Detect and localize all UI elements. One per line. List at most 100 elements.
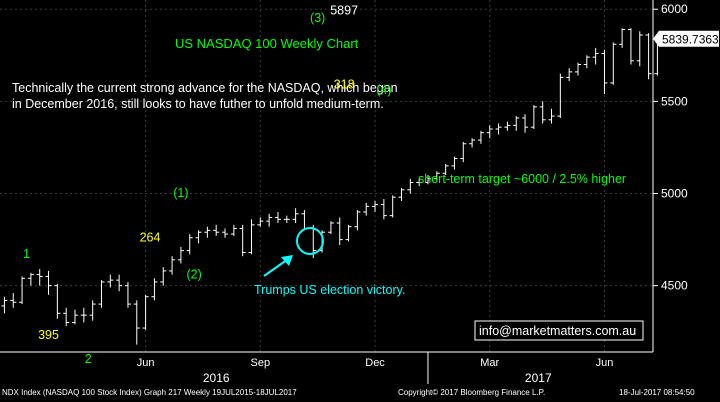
ohlc-bar xyxy=(54,283,61,319)
election-annotation: Trumps US election victory. xyxy=(254,283,405,297)
ohlc-bar xyxy=(124,281,131,308)
ohlc-bar xyxy=(72,309,79,325)
ohlc-bar xyxy=(222,228,229,238)
ohlc-bar xyxy=(142,294,149,330)
ohlc-bar xyxy=(98,280,105,308)
grid xyxy=(0,0,653,352)
ohlc-bar xyxy=(27,272,34,286)
x-year-label: 2017 xyxy=(525,371,552,385)
ohlc-bar xyxy=(566,68,573,82)
footer: NDX Index (NASDAQ 100 Stock Index) Graph… xyxy=(0,384,720,402)
ohlc-bar xyxy=(327,221,334,235)
last-price-tag: 5839.7363 xyxy=(653,30,719,47)
ohlc-bar xyxy=(133,300,140,345)
ohlc-bar xyxy=(389,195,396,218)
last-price-box xyxy=(653,30,719,47)
ohlc-bar xyxy=(380,199,387,220)
x-month-label: Dec xyxy=(365,357,385,369)
ohlc-bar xyxy=(522,114,529,133)
ohlc-bar xyxy=(610,42,617,85)
ohlc-bar xyxy=(80,307,87,323)
ohlc-bar xyxy=(619,28,626,48)
commentary-line-2: in December 2016, still looks to have fu… xyxy=(12,97,384,111)
ohlc-bar xyxy=(213,224,220,236)
ohlc-bar xyxy=(645,33,652,80)
ohlc-bar xyxy=(636,31,643,67)
wave-label: 318 xyxy=(334,77,355,91)
wave-label: (4) xyxy=(376,83,391,97)
plot-background xyxy=(0,0,653,352)
last-price-label: 5839.7363 xyxy=(662,32,719,46)
x-year-label: 2016 xyxy=(203,371,230,385)
wave-label: (3) xyxy=(310,11,325,25)
footer-left: NDX Index (NASDAQ 100 Stock Index) Graph… xyxy=(2,388,297,397)
ohlc-bar xyxy=(89,300,96,321)
ohlc-bar xyxy=(266,213,273,227)
y-tick-label: 5000 xyxy=(661,187,688,201)
ohlc-bar xyxy=(460,141,467,163)
ohlc-bar xyxy=(548,108,555,124)
ohlc-bar xyxy=(504,121,511,131)
ohlc-bar xyxy=(10,293,17,308)
ohlc-bar xyxy=(424,175,431,185)
footer-center: Copyright© 2017 Bloomberg Finance L.P. xyxy=(398,388,546,397)
ohlc-bar xyxy=(592,47,599,65)
ohlc-bar xyxy=(451,156,458,170)
ohlc-bar xyxy=(601,49,608,94)
ohlc-bar xyxy=(186,234,193,255)
email-box xyxy=(474,320,644,341)
ohlc-bar xyxy=(160,267,167,286)
ohlc-bar xyxy=(372,200,379,212)
x-month-label: Jun xyxy=(137,357,155,369)
wave-labels: 1 395 2 (1) 264 (2) (3) 5897 318 (4) xyxy=(23,4,392,366)
ohlc-bar xyxy=(169,256,176,275)
commentary-line-1: Technically the current strong advance f… xyxy=(12,81,398,95)
ohlc-bar xyxy=(513,116,520,131)
ohlc-bar xyxy=(433,171,440,181)
x-month-label: Mar xyxy=(480,357,499,369)
ohlc-bar xyxy=(407,178,414,194)
ohlc-bar xyxy=(283,215,290,223)
footer-right: 18-Jul-2017 08:54:50 xyxy=(619,388,695,397)
ohlc-bar xyxy=(495,123,502,135)
ohlc-bar xyxy=(19,276,26,305)
election-circle xyxy=(296,227,324,255)
ohlc-bar xyxy=(116,274,123,292)
ohlc-bar xyxy=(239,224,246,257)
ohlc-bar xyxy=(195,230,202,244)
wave-label: 1 xyxy=(23,247,30,261)
wave-label: (1) xyxy=(173,186,188,200)
ohlc-bar xyxy=(530,105,537,130)
target-annotation: short-term target ~6000 / 2.5% higher xyxy=(418,172,626,186)
wave-label: 5897 xyxy=(330,4,358,18)
ohlc-bar xyxy=(1,296,8,314)
election-arrow-head xyxy=(281,255,293,266)
y-tick-label: 5500 xyxy=(661,94,688,108)
ohlc-bar xyxy=(477,130,484,144)
ohlc-bar xyxy=(204,226,211,238)
y-tick-label: 6000 xyxy=(661,2,688,16)
ohlc-bar xyxy=(442,164,449,176)
ohlc-bar xyxy=(627,28,634,65)
ohlc-bar xyxy=(574,62,581,76)
y-tick-label: 4500 xyxy=(661,279,688,293)
ohlc-bars xyxy=(1,28,661,345)
chart-title: US NASDAQ 100 Weekly Chart xyxy=(175,36,359,51)
ohlc-bar xyxy=(274,211,281,223)
ohlc-bar xyxy=(292,208,299,223)
wave-label: 2 xyxy=(85,352,92,366)
chart-labels: US NASDAQ 100 Weekly Chart Technically t… xyxy=(12,36,644,341)
ohlc-bar xyxy=(345,224,352,242)
ohlc-bar xyxy=(107,274,114,288)
ohlc-bar xyxy=(363,202,370,216)
ohlc-bar xyxy=(36,269,43,286)
ohlc-bar xyxy=(416,178,423,187)
ohlc-bar xyxy=(63,307,70,327)
ohlc-bar xyxy=(230,224,237,236)
ohlc-bar xyxy=(469,138,476,148)
wave-label: 395 xyxy=(38,328,59,342)
ohlc-bar xyxy=(257,217,264,227)
axes: 4500 5000 5500 6000 Jun Sep Dec Mar Jun 2016 2017 xyxy=(0,0,688,385)
email-text: info@marketmatters.com.au xyxy=(479,324,636,338)
